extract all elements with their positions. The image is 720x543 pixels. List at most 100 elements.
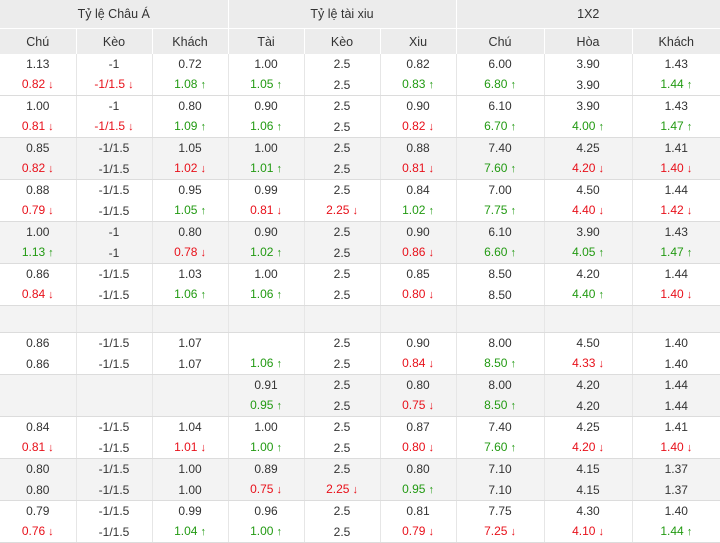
under-odds-cell: 0.75 ↓ [380, 395, 457, 417]
over-odds-cell: 1.00 ↑ [228, 521, 305, 543]
over-odds-cell: 0.95 ↑ [228, 395, 305, 417]
away-odds-cell: 0.80 [152, 95, 229, 116]
handicap-cell: -1/1.5 [76, 416, 153, 437]
draw-odds-cell: 4.50 [544, 179, 633, 200]
over-odds-cell: 0.90 [228, 95, 305, 116]
handicap-cell: -1/1.5 [76, 284, 153, 306]
home-odds-cell: 0.85 [0, 137, 77, 158]
odds-value: 1.44 [664, 183, 688, 197]
draw-odds-cell: 4.05 ↑ [544, 242, 633, 264]
odds-row: 0.84 ↓ -1/1.5 1.06 ↑ 1.06 ↑ 2.5 0.80 ↓ 8.50 4.40 ↑ 1.… [0, 284, 720, 306]
arrow-up-icon: ↑ [276, 121, 282, 133]
odds-value: 0.85 [26, 141, 50, 155]
total-line-cell: 2.5 [304, 116, 381, 138]
group-header-1x2: 1X2 [456, 0, 720, 29]
odds-value: 7.60 [484, 440, 508, 454]
total-line-cell: 2.5 [304, 263, 381, 284]
arrow-up-icon: ↑ [510, 400, 516, 412]
odds-value: 1.40 [660, 440, 684, 454]
under-odds-cell: 0.80 [380, 458, 457, 479]
group-header-asian-handicap: Tỷ lệ Châu Á [0, 0, 229, 29]
win-odds-cell: 7.25 ↓ [456, 521, 545, 543]
odds-value: 0.84 [21, 287, 46, 301]
over-odds-cell: 0.99 [228, 179, 305, 200]
home-odds-cell: 0.86 [0, 353, 77, 375]
odds-value: 4.25 [576, 420, 600, 434]
odds-value: 4.50 [576, 183, 600, 197]
odds-value: -1/1.5 [94, 119, 126, 133]
under-odds-cell: 0.88 [380, 137, 457, 158]
odds-value: 8.50 [488, 267, 512, 281]
odds-value: 2.5 [333, 141, 351, 155]
odds-value: 0.90 [406, 99, 430, 113]
under-odds-cell: 0.90 [380, 95, 457, 116]
odds-value: 4.50 [576, 336, 600, 350]
arrow-up-icon: ↑ [510, 205, 516, 217]
odds-value: 1.05 [178, 141, 202, 155]
odds-value: 8.50 [484, 356, 508, 370]
odds-value: 7.10 [488, 462, 512, 476]
handicap-cell: -1/1.5 [76, 179, 153, 200]
odds-value: 1.37 [664, 482, 688, 497]
odds-value: 1.43 [664, 225, 688, 239]
odds-value: 1.02 [174, 161, 198, 175]
odds-value: 2.5 [333, 245, 351, 260]
col-header-handicap: Kèo [76, 28, 153, 54]
arrow-down-icon: ↓ [200, 247, 206, 259]
odds-value: 0.90 [254, 99, 278, 113]
lose-odds-cell: 1.40 ↓ [632, 284, 720, 306]
arrow-up-icon: ↑ [510, 79, 516, 91]
away-odds-cell: 1.01 ↓ [152, 437, 229, 459]
draw-odds-cell: 4.20 ↓ [544, 437, 633, 459]
odds-value: 0.76 [21, 524, 46, 538]
odds-value: 4.00 [572, 119, 596, 133]
over-odds-cell: 1.00 ↑ [228, 437, 305, 459]
total-line-cell: 2.5 [304, 521, 381, 543]
total-line-cell: 2.25 ↓ [304, 479, 381, 501]
lose-odds-cell: 1.41 [632, 137, 720, 158]
odds-value: 0.86 [26, 356, 50, 371]
win-odds-cell: 8.00 [456, 332, 545, 353]
odds-value: -1/1.5 [98, 183, 130, 197]
odds-row: 0.81 ↓ -1/1.5 ↓ 1.09 ↑ 1.06 ↑ 2.5 0.82 ↓ 6.70 ↑ 4.00 ↑… [0, 116, 720, 138]
home-odds-cell [0, 305, 77, 333]
odds-value: -1/1.5 [98, 336, 130, 350]
odds-value: 1.00 [254, 141, 278, 155]
away-odds-cell: 1.07 [152, 332, 229, 353]
home-odds-cell: 1.00 [0, 95, 77, 116]
odds-value: 1.40 [660, 287, 684, 301]
arrow-up-icon: ↑ [48, 247, 54, 259]
odds-value: 1.04 [174, 524, 198, 538]
win-odds-cell: 7.40 [456, 416, 545, 437]
odds-value: 0.84 [402, 356, 426, 370]
odds-row: 0.80 -1/1.5 1.00 0.75 ↓ 2.25 ↓ 0.95 ↑ 7.10 4.15 1.3… [0, 479, 720, 501]
arrow-down-icon: ↓ [428, 247, 434, 259]
odds-value: 0.88 [26, 183, 50, 197]
odds-value: 2.5 [333, 57, 351, 71]
lose-odds-cell: 1.44 [632, 264, 720, 285]
win-odds-cell: 7.00 [456, 179, 545, 200]
odds-value: -1/1.5 [98, 462, 130, 476]
arrow-up-icon: ↑ [510, 442, 516, 454]
win-odds-cell: 7.10 [456, 458, 545, 479]
odds-row: 0.79 ↓ -1/1.5 1.05 ↑ 0.81 ↓ 2.25 ↓ 1.02 ↑ 7.75 ↑ 4.40… [0, 200, 720, 222]
arrow-up-icon: ↑ [598, 289, 604, 301]
over-odds-cell: 0.90 [228, 221, 305, 242]
total-line-cell: 2.5 [304, 332, 381, 353]
home-odds-cell: 0.80 [0, 458, 77, 479]
odds-value: 1.01 [250, 161, 274, 175]
arrow-down-icon: ↓ [428, 358, 434, 370]
lose-odds-cell: 1.47 ↑ [632, 242, 720, 264]
lose-odds-cell: 1.43 [632, 96, 720, 117]
arrow-down-icon: ↓ [428, 163, 434, 175]
under-odds-cell: 0.83 ↑ [380, 74, 457, 96]
under-odds-cell: 0.80 ↓ [380, 437, 457, 459]
draw-odds-cell: 3.90 [544, 74, 633, 96]
under-odds-cell: 0.79 ↓ [380, 521, 457, 543]
odds-row: 0.88 -1/1.5 0.95 0.99 2.5 0.84 7.00 4.50 1.44 [0, 179, 720, 200]
total-line-cell: 2.5 [304, 137, 381, 158]
total-line-cell: 2.5 [304, 416, 381, 437]
odds-value: -1/1.5 [98, 504, 130, 518]
away-odds-cell [152, 305, 229, 333]
odds-value: 1.05 [250, 77, 274, 91]
